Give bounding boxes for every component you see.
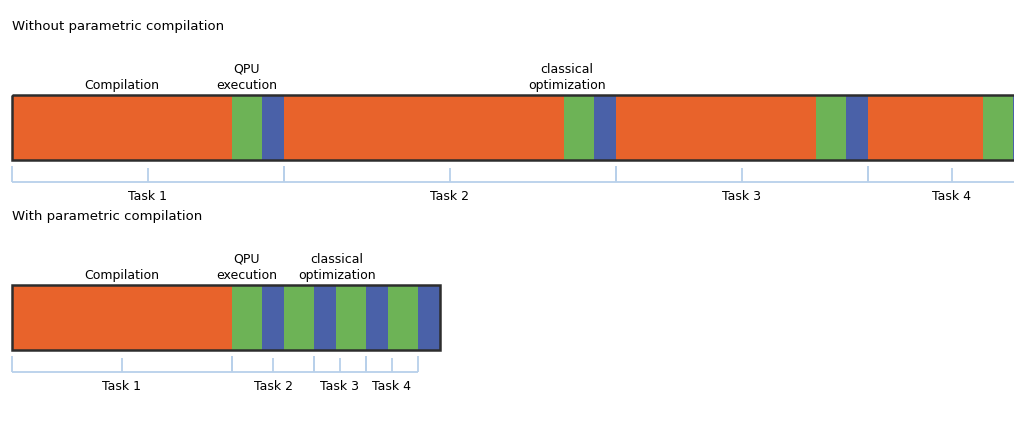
Text: classical
optimization: classical optimization: [298, 253, 376, 282]
Bar: [12, 95, 1014, 160]
Bar: [564, 95, 594, 160]
Text: QPU
execution: QPU execution: [217, 253, 278, 282]
Text: Compilation: Compilation: [84, 79, 159, 92]
Text: QPU
execution: QPU execution: [217, 63, 278, 92]
Bar: [388, 285, 418, 350]
Text: Task 2: Task 2: [431, 190, 469, 203]
Text: Task 1: Task 1: [129, 190, 167, 203]
Bar: [816, 95, 846, 160]
Bar: [336, 285, 366, 350]
Text: Task 3: Task 3: [723, 190, 762, 203]
Bar: [983, 95, 1013, 160]
Bar: [366, 285, 388, 350]
Text: Task 4: Task 4: [932, 190, 971, 203]
Text: Without parametric compilation: Without parametric compilation: [12, 20, 224, 33]
Text: Task 4: Task 4: [372, 380, 412, 393]
Bar: [868, 95, 983, 160]
Bar: [284, 285, 314, 350]
Bar: [594, 95, 615, 160]
Text: Task 3: Task 3: [320, 380, 360, 393]
Bar: [12, 285, 232, 350]
Bar: [262, 285, 284, 350]
Bar: [284, 95, 564, 160]
Bar: [314, 285, 336, 350]
Text: Compilation: Compilation: [84, 269, 159, 282]
Bar: [232, 95, 262, 160]
Bar: [12, 95, 232, 160]
Text: Task 1: Task 1: [102, 380, 142, 393]
Bar: [615, 95, 816, 160]
Bar: [262, 95, 284, 160]
Text: classical
optimization: classical optimization: [528, 63, 605, 92]
Text: Task 2: Task 2: [254, 380, 292, 393]
Bar: [232, 285, 262, 350]
Bar: [12, 285, 440, 350]
Text: With parametric compilation: With parametric compilation: [12, 210, 202, 223]
Bar: [418, 285, 440, 350]
Bar: [846, 95, 868, 160]
